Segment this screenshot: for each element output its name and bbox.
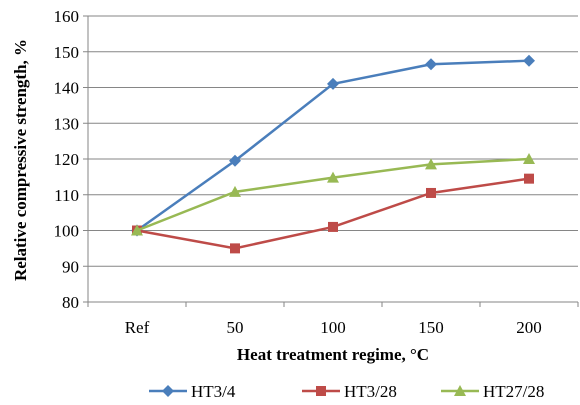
data-point: [131, 224, 143, 236]
x-tick-label: 200: [516, 318, 542, 337]
series-ht27-28: [131, 153, 535, 236]
axes: [87, 16, 579, 307]
data-point: [230, 243, 240, 254]
legend-item: HT3/4: [149, 382, 236, 401]
legend-item: HT3/28: [302, 382, 397, 401]
data-point: [425, 158, 437, 170]
y-tick-label: 120: [54, 150, 80, 169]
legend-label: HT27/28: [483, 382, 544, 401]
data-point: [327, 171, 339, 183]
x-tick-label: 100: [320, 318, 346, 337]
y-tick-label: 140: [54, 79, 80, 98]
y-tick-label: 150: [54, 43, 80, 62]
y-tick-label: 90: [62, 257, 79, 276]
series-ht3-28: [132, 173, 534, 254]
data-point: [328, 221, 338, 232]
y-tick-label: 110: [54, 186, 79, 205]
y-tick-label: 80: [62, 293, 79, 312]
data-point: [523, 153, 535, 164]
y-tick-label: 130: [54, 114, 80, 133]
legend-label: HT3/28: [344, 382, 397, 401]
x-axis-title: Heat treatment regime, °C: [237, 345, 429, 364]
series-ht3-4: [131, 54, 535, 237]
legend-swatch-marker: [162, 385, 174, 397]
legend-swatch-marker: [454, 385, 466, 396]
data-point: [327, 77, 339, 90]
data-point: [426, 187, 436, 198]
legend-label: HT3/4: [191, 382, 236, 401]
x-tick-label: Ref: [125, 318, 150, 337]
y-axis-title: Relative compressive strength, %: [11, 39, 30, 281]
legend-swatch-marker: [316, 386, 326, 396]
x-tick-label: 50: [227, 318, 244, 337]
grid: [83, 15, 578, 303]
y-tick-label: 100: [54, 222, 80, 241]
legend: HT3/4 HT3/28 HT27/28: [149, 382, 544, 401]
x-tick-label: 150: [418, 318, 444, 337]
legend-item: HT27/28: [441, 382, 544, 401]
series-layer: [131, 54, 535, 254]
data-point: [425, 58, 437, 71]
data-point: [229, 154, 241, 167]
y-tick-label: 160: [54, 7, 80, 26]
x-tick-labels: Ref 50 100 150 200: [125, 318, 542, 337]
data-point: [523, 54, 535, 67]
y-tick-labels: 80 90 100 110 120 130 140 150 160: [54, 7, 80, 312]
data-point: [524, 173, 534, 184]
data-point: [229, 185, 241, 197]
